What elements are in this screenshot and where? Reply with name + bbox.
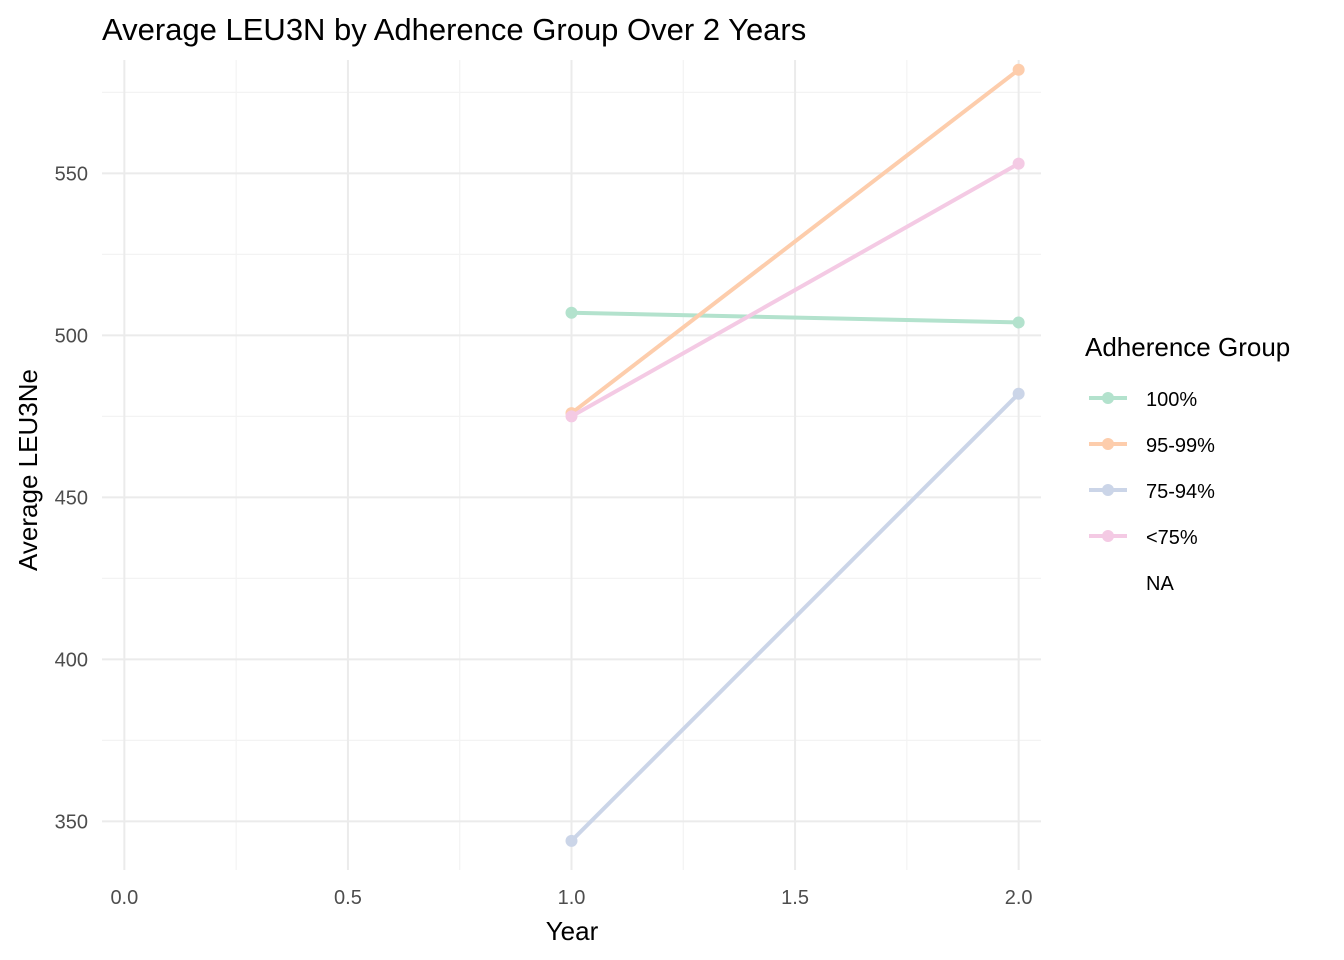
- y-tick-label: 550: [55, 163, 88, 185]
- x-tick-label: 1.0: [558, 887, 586, 909]
- legend-item: <75%: [1089, 527, 1198, 549]
- legend-key-point: [1102, 392, 1114, 404]
- x-axis-title: Year: [546, 916, 599, 946]
- x-tick-label: 2.0: [1005, 887, 1033, 909]
- legend: Adherence Group 100% 95-99% 75-94% <75% NA: [1085, 332, 1290, 595]
- legend-label: 75-94%: [1146, 481, 1215, 503]
- series-75-94%: [565, 387, 1025, 847]
- y-tick-label: 400: [55, 649, 88, 671]
- x-tick-label: 0.5: [334, 887, 362, 909]
- x-tick-label: 1.5: [781, 887, 809, 909]
- series-line: [570, 161, 1020, 419]
- legend-item: NA: [1146, 573, 1174, 595]
- series-<75%: [565, 157, 1025, 423]
- series-line: [570, 392, 1021, 843]
- series-line: [570, 68, 1020, 415]
- series-line: [571, 310, 1019, 325]
- y-tick-label: 450: [55, 487, 88, 509]
- series-100%: [565, 306, 1025, 329]
- series-layer: [565, 63, 1025, 847]
- data-point: [1012, 387, 1025, 400]
- legend-item: 100%: [1089, 389, 1197, 411]
- legend-label: <75%: [1146, 527, 1198, 549]
- data-point: [565, 410, 578, 423]
- legend-key-point: [1102, 438, 1114, 450]
- y-tick-label: 500: [55, 325, 88, 347]
- chart-title: Average LEU3N by Adherence Group Over 2 …: [102, 12, 806, 47]
- legend-label: 95-99%: [1146, 435, 1215, 457]
- legend-item: 95-99%: [1089, 435, 1215, 457]
- data-point: [565, 306, 578, 319]
- x-tick-label: 0.0: [110, 887, 138, 909]
- data-point: [1012, 63, 1025, 76]
- y-tick-label: 350: [55, 811, 88, 833]
- legend-item: 75-94%: [1089, 481, 1215, 503]
- data-point: [1012, 157, 1025, 170]
- data-point: [565, 834, 578, 847]
- x-axis-ticks: 0.0 0.5 1.0 1.5 2.0: [110, 887, 1032, 909]
- legend-title: Adherence Group: [1085, 332, 1290, 362]
- y-axis-ticks: 350 400 450 500 550: [55, 163, 88, 833]
- legend-key-point: [1102, 484, 1114, 496]
- legend-label: NA: [1146, 573, 1174, 595]
- y-axis-title: Average LEU3Ne: [13, 369, 43, 571]
- grid: [102, 60, 1041, 870]
- data-point: [1012, 316, 1025, 329]
- legend-label: 100%: [1146, 389, 1197, 411]
- legend-key-point: [1102, 530, 1114, 542]
